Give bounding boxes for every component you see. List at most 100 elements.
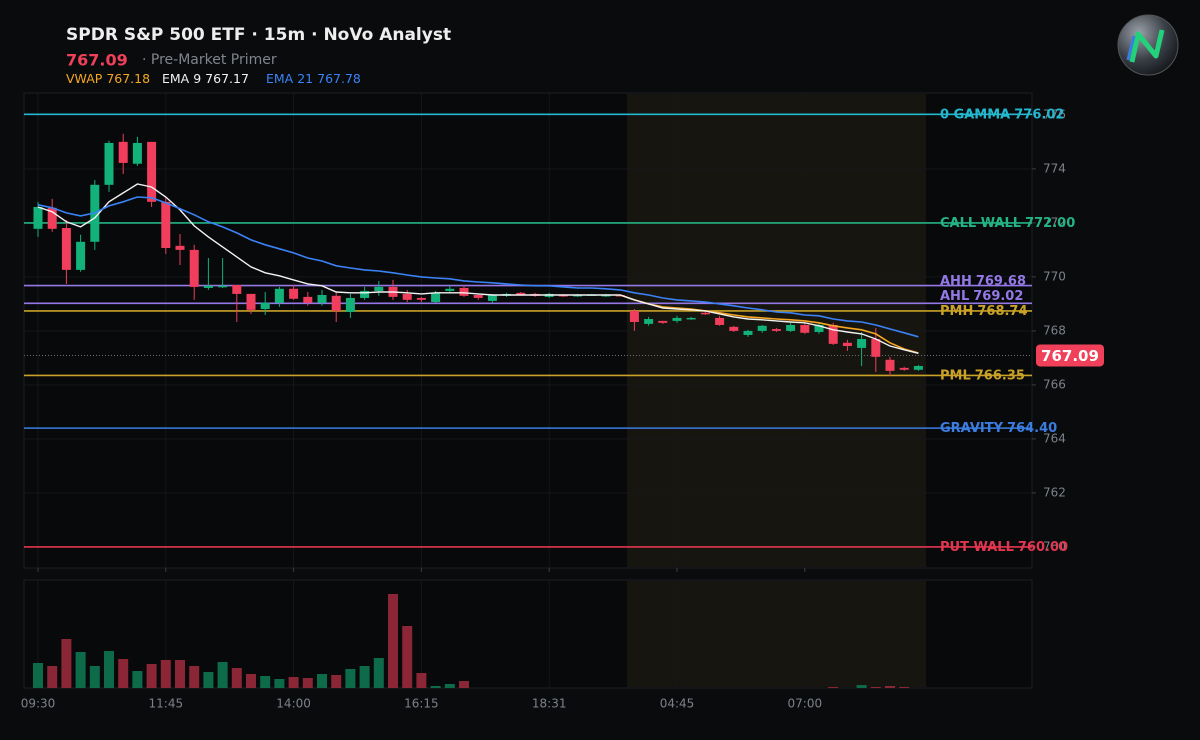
level-value: 764.40 [1007,421,1057,436]
candle-body [33,206,43,229]
candle-body [203,285,213,288]
candle-body [686,317,696,320]
volume-bar [217,662,228,688]
level-label: AHL 769.02 [940,288,1023,303]
candle-body [232,284,242,294]
volume-bar [302,678,313,688]
candle-body [899,367,909,370]
x-tick-label: 18:31 [532,697,567,711]
candle-body [360,290,370,298]
candle-body [61,228,71,270]
candle-body [76,241,86,270]
x-tick-label: 14:00 [276,697,311,711]
candles [33,133,923,377]
volume-bar [246,674,256,688]
candle-body [573,294,583,297]
candle-body [629,310,639,322]
volume-bar [856,685,867,688]
y-tick-label: 764 [1043,431,1066,445]
candle-body [445,288,455,291]
level-name: 0 GAMMA [940,107,1010,122]
candle-body [516,292,526,295]
volume-bar [203,672,214,688]
candle-body [260,302,270,310]
candle-body [672,317,682,321]
volume-bar [870,687,881,688]
level-value: 769.68 [976,273,1026,288]
candle-body [104,142,114,185]
candle-body [658,320,668,323]
level-value: 768.74 [977,303,1027,318]
subtitle: · Pre-Market Primer [142,52,277,68]
level-value: 766.35 [975,368,1025,383]
volume-bar [828,687,839,688]
legend: VWAP 767.18 EMA 9 767.17 EMA 21 767.78 [66,71,361,86]
volume-bar [402,626,413,688]
level-name: PML [940,368,971,383]
level-value: 769.02 [973,288,1023,303]
volume-bar [388,594,398,688]
volume-bar [175,660,185,688]
level-name: AHH [940,273,972,288]
indicator-line [37,183,919,354]
candle-body [743,330,753,335]
legend-name: VWAP [66,71,103,86]
candle-body [885,359,895,371]
legend-name: EMA 21 [266,71,313,86]
candle-body [857,339,867,348]
y-tick-label: 768 [1043,323,1066,337]
candle-body [317,294,327,303]
volume-bar [132,671,143,688]
volume-bar [160,660,171,688]
volume-bar [231,668,242,688]
candle-body [402,293,412,300]
candle-body [459,287,469,296]
premarket-shade [627,581,926,687]
candle-body [118,141,128,163]
volume-bar [373,658,384,688]
candle-body [147,141,157,202]
x-tick-label: 11:45 [149,697,184,711]
y-tick-label: 760 [1043,539,1066,553]
candle-body [161,201,171,249]
y-tick-label: 776 [1043,107,1066,121]
candle-body [700,312,710,315]
y-tick-label: 772 [1043,215,1066,229]
volume-bar [430,686,441,688]
candle-body [842,342,852,347]
legend-value: 767.18 [106,71,150,86]
candle-body [913,366,923,370]
candle-body [431,292,441,303]
volume-bar [189,666,200,688]
level-label: AHH 769.68 [940,273,1026,288]
level-value: 772.00 [1025,215,1075,230]
indicator-lines [37,183,919,354]
indicator-line [619,294,919,354]
price-tag-label: 767.09 [1041,347,1099,365]
candle-body [786,324,796,331]
level-name: PMH [940,303,973,318]
level-label: PMH 768.74 [940,303,1028,318]
candle-body [175,245,185,250]
level-label: PUT WALL 760.00 [940,539,1068,554]
candle-body [218,285,228,288]
candle-body [189,249,199,287]
y-tick-label: 774 [1043,161,1066,175]
candle-body [345,297,355,313]
logo-mark [1126,35,1136,61]
candle-body [729,326,739,331]
volume-bar [89,666,100,688]
level-label: CALL WALL 772.00 [940,215,1075,230]
candle-body [331,295,341,311]
level-value: 776.02 [1014,107,1064,122]
candle-body [246,293,256,310]
candle-body [644,319,654,324]
y-tick-label: 770 [1043,269,1066,283]
candle-body [558,294,568,297]
volume-bar [104,651,114,688]
legend-entry: EMA 9 767.17 [162,71,249,86]
candle-body [814,324,824,332]
candle-body [757,325,767,331]
